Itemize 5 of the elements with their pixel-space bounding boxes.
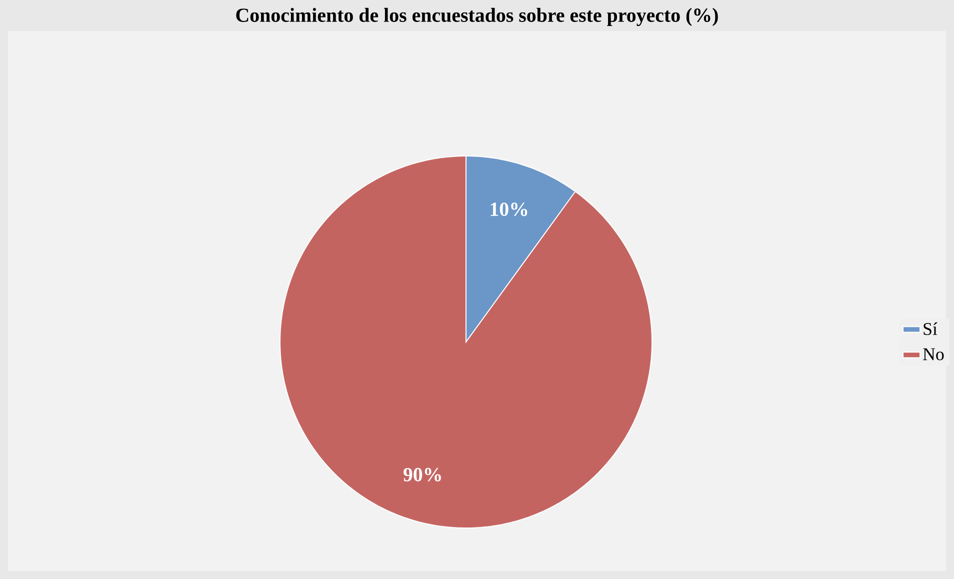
data-label: 90%	[404, 468, 441, 482]
legend-label: Sí	[924, 322, 938, 336]
legend-label: No	[923, 348, 944, 360]
data-label: 10%	[490, 202, 528, 216]
chart-title: Conocimiento de los encuestados sobre este proyecto (%)	[236, 8, 718, 26]
